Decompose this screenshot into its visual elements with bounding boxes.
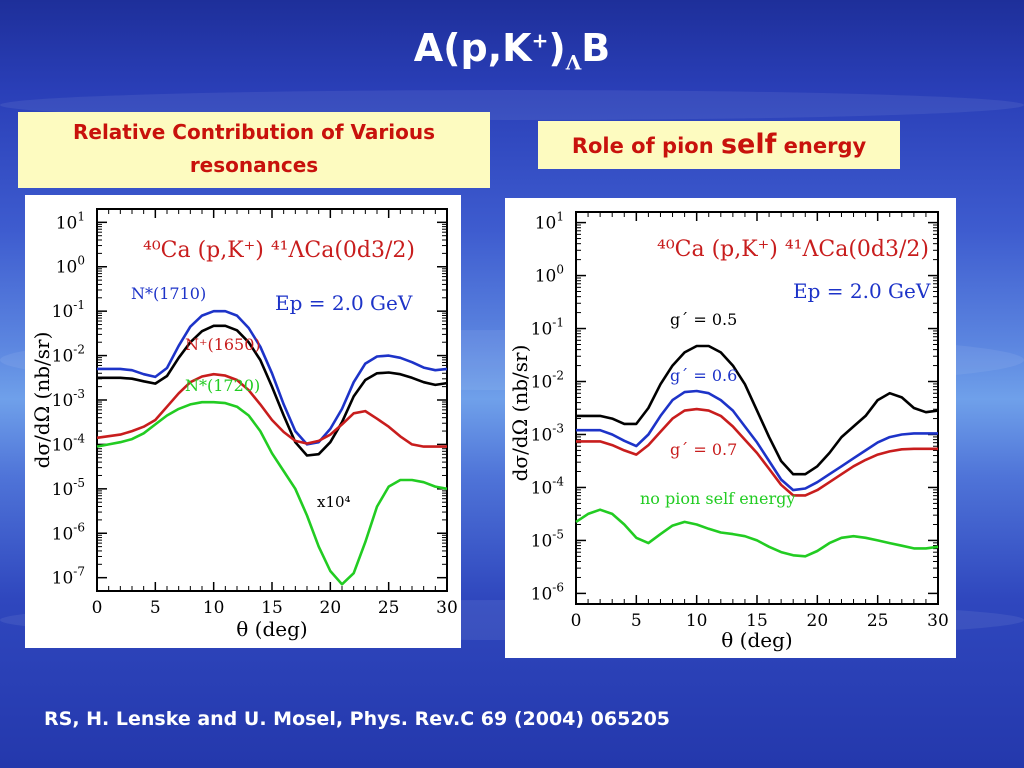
left-heading-line2: resonances [189, 153, 319, 177]
y-tick-label: 10-6 [531, 580, 564, 604]
reaction-label: ⁴⁰Ca (p,K⁺) ⁴¹ΛCa(0d3/2) [657, 237, 929, 262]
series-line [576, 344, 939, 476]
x-tick-label: 30 [436, 598, 458, 618]
series-line [96, 372, 447, 448]
scale-annotation: x10⁴ [317, 493, 351, 511]
right-chart: 0 5 10 15 20 25 30 101 100 10-1 10-2 10-3 10-4 10-5 10… [508, 210, 949, 652]
y-axis-label: dσ/dΩ (nb/sr) [508, 345, 532, 482]
right-heading-box: Role of pion self energy [538, 121, 900, 169]
right-heading-emphasis: self [720, 129, 777, 160]
right-chart-panel: 0 5 10 15 20 25 30 101 100 10-1 10-2 10-3 10-4 10-5 10… [505, 198, 956, 658]
x-tick-label: 0 [92, 598, 103, 618]
series-line [576, 407, 938, 497]
series-line [97, 309, 448, 446]
x-tick-label: 15 [746, 611, 768, 631]
series-line [576, 389, 938, 492]
y-tick-label: 10-4 [531, 474, 565, 498]
series-line [96, 400, 448, 586]
series-line [97, 324, 448, 457]
x-tick-label: 25 [867, 611, 889, 631]
left-chart-panel: 0 5 10 15 20 25 30 101 100 10-1 10-2 10-3 10-4 10-5 10… [25, 195, 461, 648]
x-tick-label: 10 [686, 611, 708, 631]
x-tick-label: 0 [571, 611, 582, 631]
left-chart: 0 5 10 15 20 25 30 101 100 10-1 10-2 10-3 10-4 10-5 10… [30, 208, 458, 641]
series-label: N*(1720) [185, 376, 260, 395]
series-label: g´ = 0.7 [670, 440, 737, 459]
left-heading-box: Relative Contribution of Various resonan… [18, 112, 490, 188]
x-tick-label: 5 [631, 611, 642, 631]
x-axis-label: θ (deg) [721, 628, 792, 652]
title-main: A(p,K [413, 26, 532, 70]
y-tick-label: 10-2 [531, 369, 564, 393]
reaction-label: ⁴⁰Ca (p,K⁺) ⁴¹ΛCa(0d3/2) [143, 238, 415, 263]
series-label: no pion self energy [640, 489, 795, 508]
x-tick-label: 20 [807, 611, 829, 631]
x-axis-label: θ (deg) [236, 617, 307, 641]
y-tick-label: 10-1 [531, 316, 564, 340]
plot-frame [96, 208, 448, 592]
y-tick-label: 10-5 [52, 476, 85, 500]
y-tick-label: 10-3 [52, 387, 85, 411]
series-line [575, 508, 939, 558]
x-tick-label: 25 [378, 598, 400, 618]
x-tick-label: 10 [203, 598, 225, 618]
y-axis-label: dσ/dΩ (nb/sr) [30, 332, 54, 469]
citation: RS, H. Lenske and U. Mosel, Phys. Rev.C … [44, 708, 671, 730]
series-label: g´ = 0.5 [670, 310, 737, 329]
title-superscript: + [531, 28, 549, 53]
y-tick-label: 10-5 [531, 527, 564, 551]
y-tick-label: 10-3 [531, 421, 564, 445]
series-label: N⁺(1650) [185, 335, 261, 354]
series-label: N*(1710) [131, 284, 206, 303]
slide-title: A(p,K+)ΛB [0, 26, 1024, 75]
y-tick-label: 101 [56, 209, 85, 233]
x-tick-label: 15 [261, 598, 283, 618]
x-tick-label: 20 [320, 598, 342, 618]
series-label: g´ = 0.6 [670, 366, 737, 385]
x-tick-label: 30 [927, 611, 949, 631]
right-heading-post: energy [776, 134, 867, 158]
energy-label: Ep = 2.0 GeV [275, 291, 413, 315]
energy-label: Ep = 2.0 GeV [793, 279, 931, 303]
x-tick-label: 5 [150, 598, 161, 618]
y-tick-label: 10-1 [52, 298, 85, 322]
right-heading-pre: Role of pion [571, 134, 721, 158]
y-tick-label: 10-7 [52, 565, 85, 589]
y-tick-label: 100 [56, 254, 85, 278]
y-tick-label: 10-6 [52, 520, 85, 544]
title-close: ) [548, 26, 566, 70]
y-tick-label: 100 [535, 263, 564, 287]
y-tick-label: 10-2 [52, 343, 85, 367]
title-subscript: Λ [565, 50, 582, 75]
title-end: B [581, 26, 611, 70]
y-tick-label: 10-4 [52, 431, 86, 455]
left-heading-line1: Relative Contribution of Various [72, 120, 436, 144]
y-tick-label: 101 [535, 210, 564, 234]
